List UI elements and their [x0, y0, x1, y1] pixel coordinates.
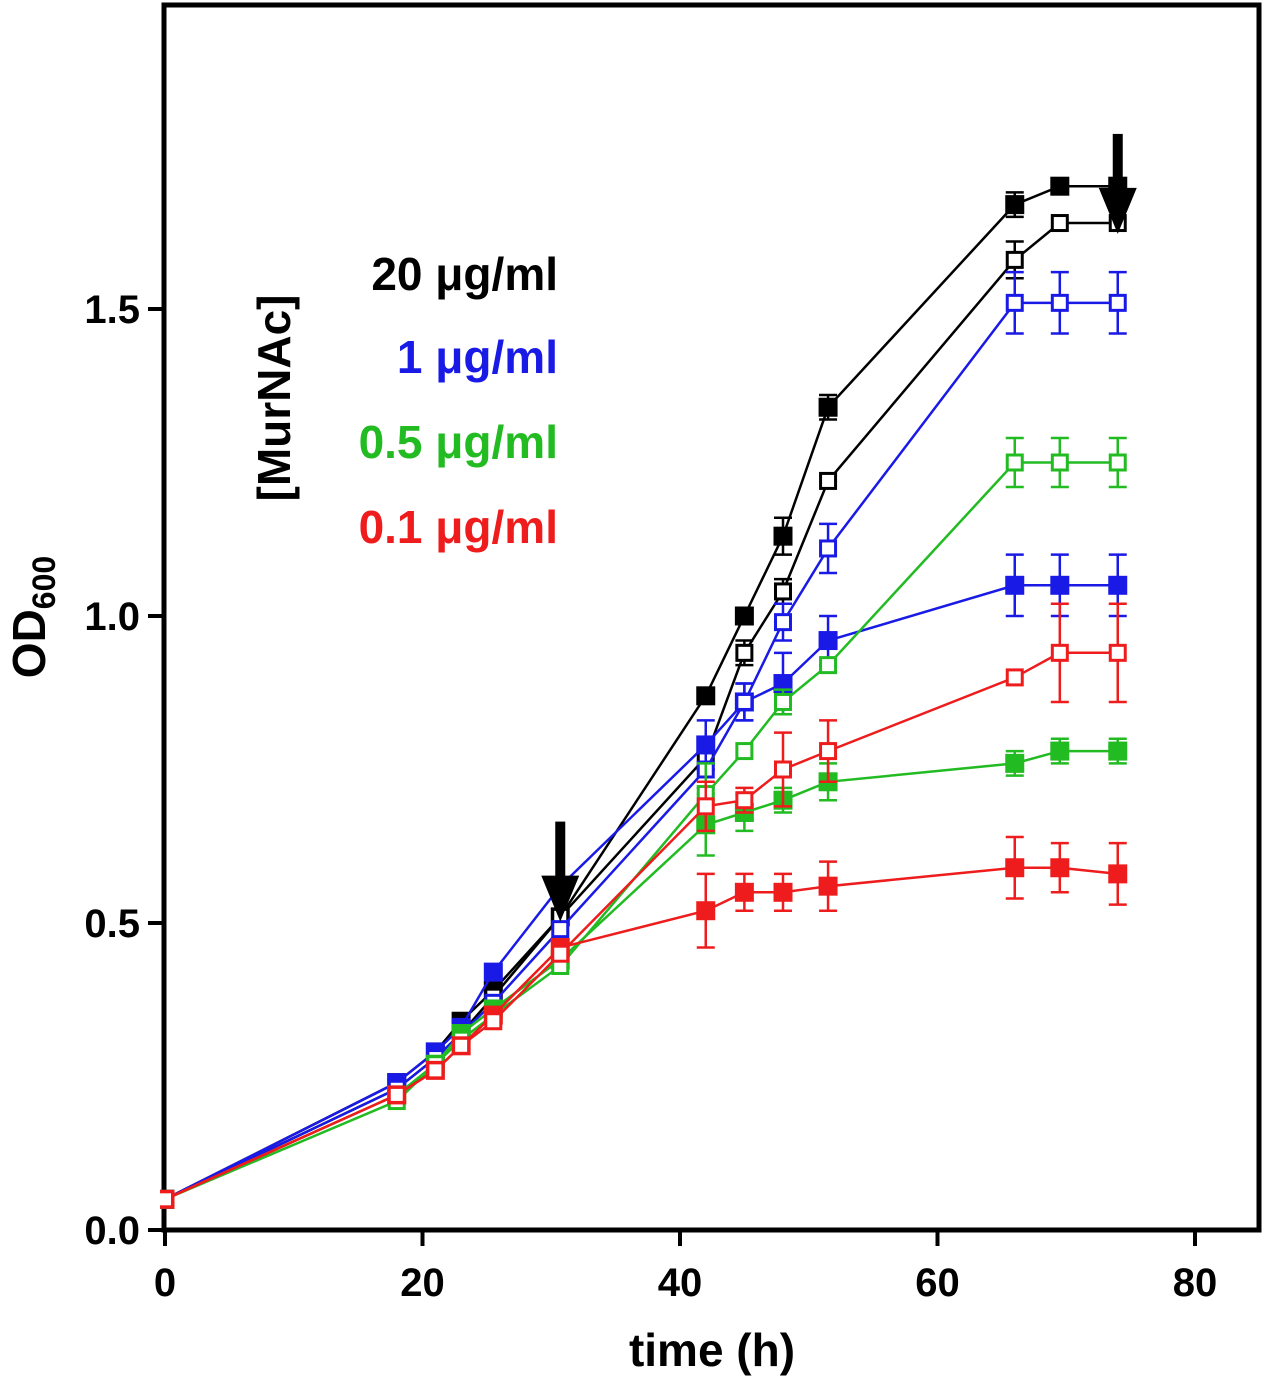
x-tick-label: 60 [915, 1261, 960, 1305]
series-7 [160, 602, 1127, 1209]
data-point-filled [773, 882, 793, 902]
data-point-open [735, 643, 754, 662]
data-point-open [426, 1061, 445, 1080]
data-point-open [387, 1085, 406, 1104]
data-point-filled [1005, 753, 1025, 773]
x-axis: 0 20 40 60 80 [154, 1230, 1217, 1305]
data-point-open [452, 1036, 471, 1055]
x-tick-label: 20 [400, 1261, 445, 1305]
plot-frame [161, 2, 1262, 1233]
data-point-filled [1005, 858, 1025, 878]
legend-label-1: 1 μg/ml [397, 331, 558, 383]
legend: 20 μg/ml 1 μg/ml 0.5 μg/ml 0.1 μg/ml [359, 248, 558, 553]
data-point-open [774, 582, 792, 601]
series-line [164, 584, 1118, 1201]
series-3 [160, 270, 1127, 1209]
data-point-open [1005, 453, 1024, 472]
data-point-open [774, 613, 792, 632]
data-point-open [160, 1190, 174, 1209]
data-point-open [1050, 214, 1069, 233]
x-tick-label: 80 [1173, 1261, 1218, 1305]
data-point-open [1005, 250, 1024, 269]
data-point-filled [734, 606, 754, 626]
y-axis-title: OD600 [3, 556, 62, 678]
data-point-open [819, 471, 838, 490]
data-point-filled [1050, 741, 1070, 761]
series-5 [160, 436, 1127, 1209]
data-point-filled [734, 882, 754, 902]
y-tick-label: 1.5 [84, 288, 140, 332]
series-line [164, 461, 1118, 1201]
down-arrow-icon [1098, 133, 1137, 234]
y-tick-label: 1.0 [84, 595, 140, 639]
svg-text:[MurNAc]: [MurNAc] [248, 295, 300, 502]
data-point-open [819, 539, 838, 558]
data-point-open [774, 760, 792, 779]
data-point-filled [1005, 195, 1025, 215]
x-tick-label: 40 [658, 1261, 703, 1305]
data-point-filled [1005, 575, 1025, 595]
data-point-open [1050, 293, 1069, 312]
svg-text:OD600: OD600 [3, 556, 62, 678]
y-axis-title-subscript: 600 [26, 556, 62, 609]
series-2 [160, 553, 1128, 1209]
data-point-open [1108, 643, 1127, 662]
series-6 [160, 835, 1128, 1209]
data-point-filled [1108, 741, 1128, 761]
data-point-filled [1050, 176, 1070, 196]
x-axis-title: time (h) [629, 1324, 795, 1376]
data-point-open [551, 944, 570, 963]
legend-label-0-1: 0.1 μg/ml [359, 501, 558, 553]
data-point-filled [773, 526, 793, 546]
data-point-open [484, 1012, 503, 1031]
data-point-open [1050, 643, 1069, 662]
y-tick-label: 0.0 [84, 1209, 140, 1253]
series-line [164, 221, 1118, 1201]
data-point-filled [1108, 864, 1128, 884]
data-point-open [551, 920, 570, 939]
y-axis-title-main: OD [3, 609, 55, 678]
legend-title: [MurNAc] [248, 295, 300, 502]
data-point-open [774, 692, 792, 711]
y-axis: 0.0 0.5 1.0 1.5 [84, 288, 164, 1253]
x-tick-label: 0 [154, 1261, 176, 1305]
data-point-filled [696, 901, 716, 921]
y-tick-label: 0.5 [84, 902, 140, 946]
data-point-open [819, 742, 838, 761]
data-point-filled [696, 686, 716, 706]
data-point-filled [1050, 858, 1070, 878]
data-point-filled [818, 397, 838, 417]
data-point-open [1050, 453, 1069, 472]
data-point-filled [483, 962, 503, 982]
annotation-arrows [541, 133, 1137, 922]
data-point-open [1005, 668, 1024, 687]
data-point-filled [818, 876, 838, 896]
series-line [164, 301, 1118, 1201]
data-point-filled [1108, 575, 1128, 595]
data-point-open [1005, 293, 1024, 312]
data-point-filled [818, 631, 838, 651]
data-point-open [1108, 453, 1127, 472]
legend-label-20: 20 μg/ml [371, 248, 558, 300]
down-arrow-icon [541, 821, 580, 922]
data-point-open [819, 656, 838, 675]
data-point-open [735, 791, 754, 810]
series-1 [160, 214, 1127, 1209]
legend-label-0-5: 0.5 μg/ml [359, 416, 558, 468]
series-layer [160, 176, 1128, 1209]
series-0 [160, 176, 1128, 1209]
series-line [164, 866, 1118, 1201]
data-point-filled [1050, 575, 1070, 595]
data-point-open [696, 797, 715, 816]
data-point-open [735, 692, 754, 711]
data-point-open [735, 742, 754, 761]
data-point-open [1108, 293, 1127, 312]
